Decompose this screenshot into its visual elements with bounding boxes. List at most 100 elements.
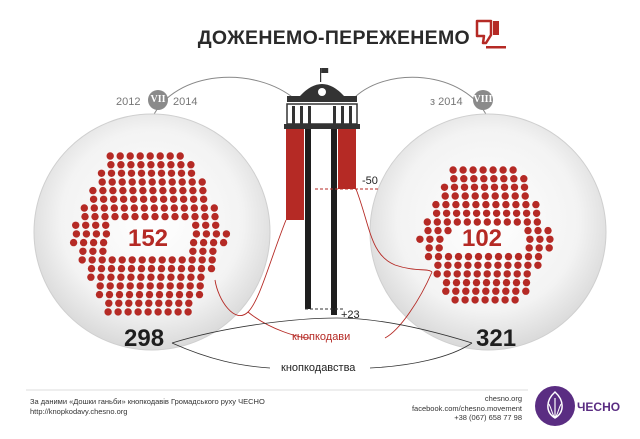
dot	[520, 183, 529, 191]
dot	[524, 252, 533, 261]
dot	[494, 252, 503, 261]
dot	[72, 230, 81, 238]
dot	[176, 152, 184, 160]
dot	[137, 273, 145, 281]
dot	[177, 161, 185, 169]
dot	[469, 166, 477, 174]
dot	[494, 261, 502, 269]
dot	[482, 278, 491, 287]
dot	[176, 282, 184, 290]
dot	[168, 178, 176, 186]
dot	[479, 166, 487, 174]
dot	[195, 290, 204, 299]
dot	[78, 256, 86, 264]
left-year-to: 2014	[173, 96, 198, 108]
footer-contacts: chesno.org facebook.com/chesno.movement …	[376, 394, 522, 423]
footer-site-link[interactable]: chesno.org	[484, 394, 522, 403]
dot	[144, 308, 152, 316]
dot	[522, 287, 530, 295]
dot	[444, 252, 453, 261]
dot	[454, 261, 462, 269]
dot	[511, 296, 519, 304]
dot	[544, 226, 552, 235]
dot	[212, 230, 221, 238]
footer-source-link[interactable]: http://knopkodavy.chesno.org	[30, 406, 128, 416]
dot	[509, 166, 517, 174]
dot	[186, 282, 194, 290]
dot	[92, 230, 101, 238]
dot	[209, 238, 218, 247]
dot	[492, 200, 500, 209]
pushers-bar-right	[338, 129, 356, 189]
dot	[451, 192, 459, 200]
dot	[503, 218, 511, 226]
dot	[131, 212, 139, 221]
dot	[480, 175, 488, 183]
footer-facebook-link[interactable]: facebook.com/chesno.movement	[411, 403, 522, 413]
dot	[147, 161, 155, 169]
dot	[202, 230, 211, 238]
dot	[464, 252, 473, 261]
dot	[520, 175, 528, 183]
dot	[116, 282, 124, 290]
dot	[92, 221, 100, 229]
violations-label: кнопкодавства	[281, 362, 356, 374]
dot	[99, 195, 108, 203]
dot	[89, 247, 97, 255]
dot	[472, 287, 480, 295]
dot	[443, 218, 451, 226]
dot	[199, 186, 207, 195]
dot	[165, 290, 174, 299]
dot	[136, 152, 144, 160]
delta-violations: +23	[341, 309, 360, 321]
dot	[189, 186, 197, 195]
dot	[416, 235, 424, 243]
dot	[106, 282, 114, 290]
dot	[454, 252, 463, 261]
dot	[450, 183, 459, 191]
footer-source: За даними «Дошки ганьби» кнопкодавів Гро…	[30, 397, 265, 416]
dot	[169, 195, 178, 203]
dot	[166, 152, 174, 160]
pushers-label: кнопкодави	[292, 331, 351, 343]
dot	[87, 273, 95, 281]
dot	[119, 186, 127, 195]
dot	[189, 195, 198, 203]
dot	[499, 166, 507, 174]
dot	[157, 264, 166, 273]
dot	[90, 204, 99, 212]
dot	[150, 204, 158, 212]
dot	[199, 247, 207, 255]
left-pushers-count: 152	[127, 225, 169, 252]
dot	[503, 270, 511, 278]
dot	[137, 264, 146, 273]
dot	[128, 178, 136, 186]
dot	[452, 278, 461, 287]
dot	[522, 209, 531, 217]
dot	[546, 235, 554, 243]
right-convocation-badge: VIII	[473, 90, 493, 110]
dot	[545, 244, 553, 252]
dot	[513, 270, 521, 278]
dot	[442, 287, 450, 295]
dot	[145, 299, 153, 307]
dot	[198, 256, 206, 264]
dot	[100, 204, 109, 212]
dot	[185, 299, 193, 307]
dot	[532, 209, 541, 217]
dot	[127, 264, 136, 273]
dot	[525, 244, 533, 252]
dot	[169, 186, 177, 195]
dot	[119, 195, 128, 203]
dot	[423, 218, 431, 226]
dot	[501, 296, 509, 304]
dot	[432, 200, 440, 209]
violations-bar-left	[305, 129, 311, 309]
dot	[500, 183, 509, 191]
dot	[483, 270, 491, 278]
dot	[489, 166, 497, 174]
dot	[435, 244, 443, 252]
dot	[208, 256, 216, 264]
dot	[157, 161, 165, 169]
